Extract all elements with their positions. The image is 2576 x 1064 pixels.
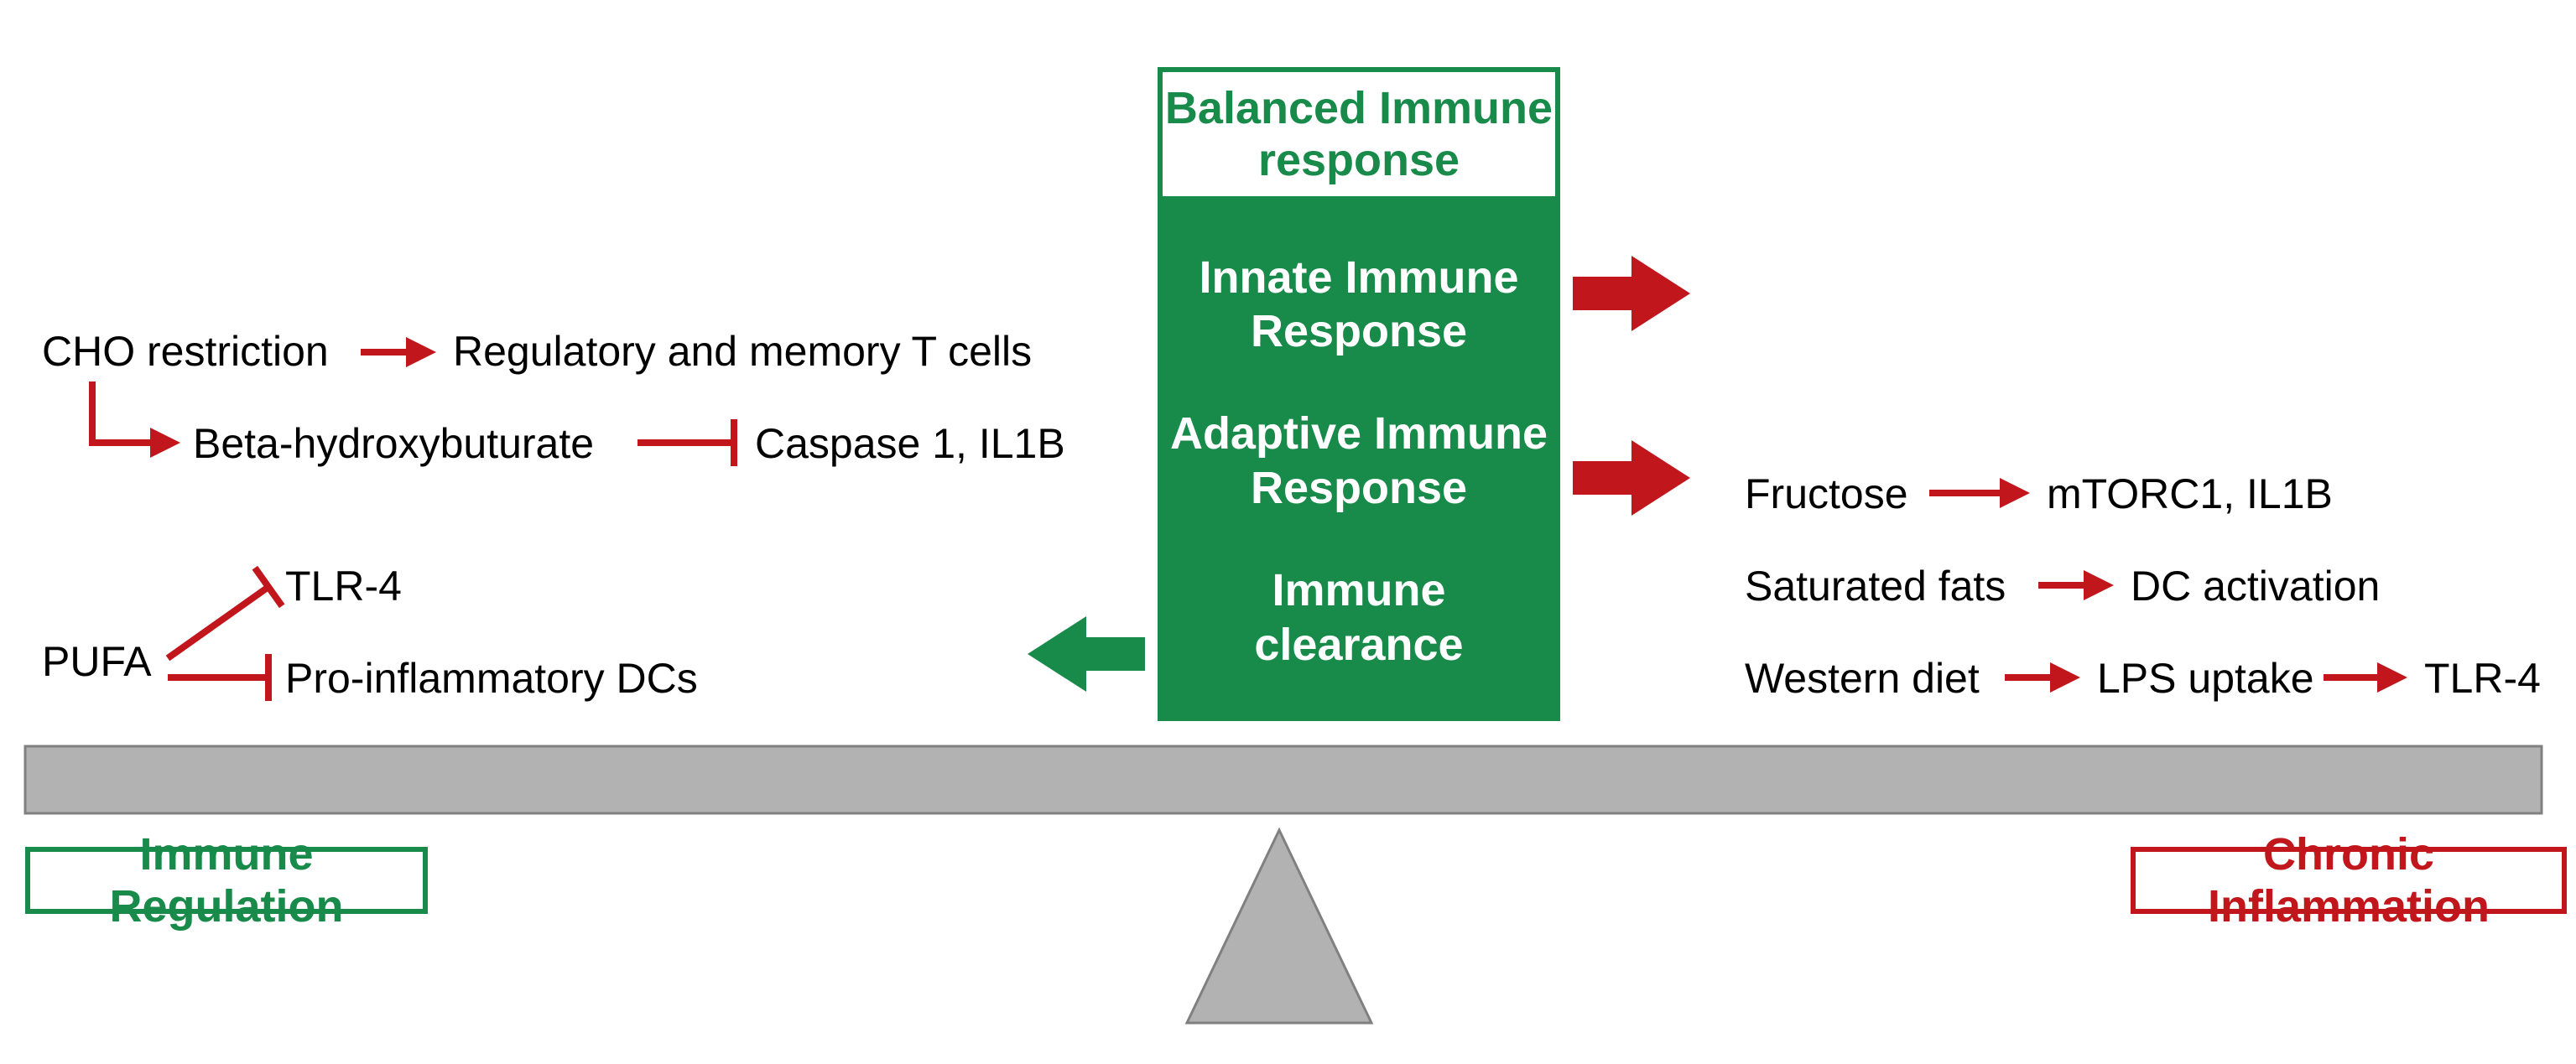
arrow-fructose-mtorc-head — [2000, 478, 2030, 508]
arrow-cho-to-bhb-head — [150, 428, 180, 458]
text-pufa: PUFA — [42, 637, 152, 686]
diagram-svg-layer — [0, 0, 2576, 1064]
text-lps: LPS uptake — [2097, 654, 2314, 703]
diagram-stage: Balanced Immune response Innate Immune R… — [0, 0, 2576, 1064]
arrow-satfat-dc-head — [2084, 570, 2114, 600]
arrow-western-lps-head — [2050, 662, 2080, 693]
text-satfat: Saturated fats — [1745, 562, 2006, 610]
text-dcs: Pro-inflammatory DCs — [285, 654, 698, 703]
arrow-lps-tlr4-head — [2377, 662, 2407, 693]
text-tlr4-right: TLR-4 — [2424, 654, 2541, 703]
text-tcells: Regulatory and memory T cells — [453, 327, 1032, 376]
text-western: Western diet — [1745, 654, 1980, 703]
text-cho: CHO restriction — [42, 327, 329, 376]
arrow-cho-to-tcells-head — [406, 337, 436, 367]
big-arrow-innate — [1573, 256, 1690, 331]
inhibit-pufa-tlr4 — [168, 587, 268, 658]
text-tlr4-left: TLR-4 — [285, 562, 402, 610]
text-bhb: Beta-hydroxybuturate — [193, 419, 594, 468]
balance-beam — [25, 746, 2542, 813]
text-dcactivation: DC activation — [2131, 562, 2380, 610]
big-arrow-adaptive — [1573, 440, 1690, 516]
text-mtorc: mTORC1, IL1B — [2047, 470, 2333, 518]
inhibit-pufa-tlr4-bar — [255, 568, 282, 606]
big-arrow-clearance — [1028, 616, 1145, 692]
fulcrum-triangle — [1187, 830, 1371, 1023]
text-fructose: Fructose — [1745, 470, 1908, 518]
text-caspase: Caspase 1, IL1B — [755, 419, 1065, 468]
arrow-cho-to-bhb — [92, 381, 150, 443]
